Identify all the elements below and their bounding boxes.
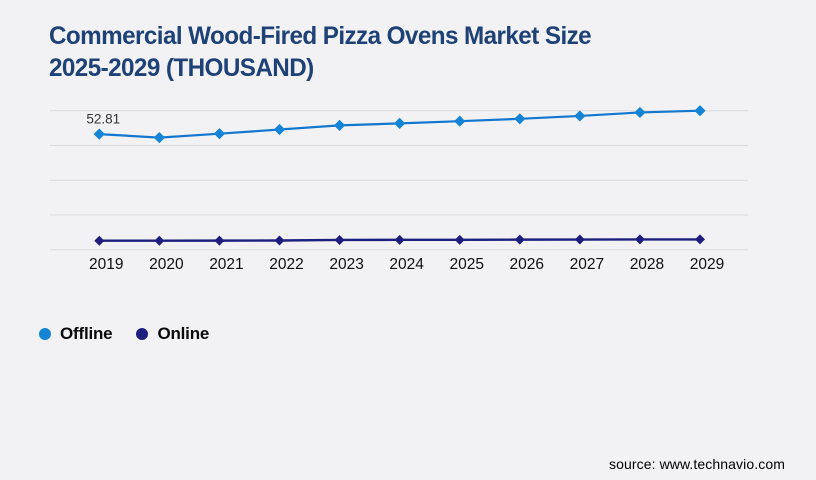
legend-label-offline: Offline [60, 324, 113, 343]
data-point-online[interactable] [574, 234, 585, 245]
data-point-online[interactable] [214, 235, 225, 246]
legend-item-offline[interactable]: Offline [39, 324, 113, 344]
x-axis-label: 2024 [389, 256, 424, 273]
chart-title-line2: 2025-2029 (THOUSAND) [49, 54, 314, 82]
online-series-dot-icon [136, 328, 149, 340]
data-point-offline[interactable] [273, 123, 286, 136]
x-axis-label: 2027 [570, 256, 604, 273]
data-point-offline[interactable] [514, 113, 526, 125]
data-point-offline[interactable] [333, 119, 346, 131]
data-point-offline[interactable] [394, 117, 406, 129]
data-point-offline[interactable] [574, 110, 586, 122]
data-point-online[interactable] [154, 235, 165, 246]
data-point-online[interactable] [94, 235, 105, 246]
legend-label-online: Online [157, 324, 210, 343]
data-point-online[interactable] [454, 234, 465, 245]
chart-title-line1: Commercial Wood-Fired Pizza Ovens Market… [49, 22, 592, 50]
offline-series-dot-icon [39, 328, 51, 340]
x-axis-label: 2019 [89, 256, 123, 273]
x-axis-label: 2025 [449, 256, 483, 273]
data-point-offline[interactable] [634, 106, 646, 119]
legend-item-online[interactable]: Online [136, 324, 209, 344]
data-point-online[interactable] [514, 234, 525, 245]
data-point-offline[interactable] [694, 105, 706, 117]
data-point-offline[interactable] [454, 115, 466, 127]
point-value-label: 52.81 [86, 112, 120, 127]
x-axis-label: 2022 [269, 256, 303, 273]
data-point-online[interactable] [274, 235, 285, 246]
chart-legend: Offline Online [39, 324, 209, 344]
x-axis-label: 2029 [690, 256, 724, 273]
x-axis-label: 2021 [209, 256, 243, 273]
x-axis-label: 2026 [510, 256, 544, 273]
x-axis-label: 2023 [329, 256, 363, 273]
x-axis-label: 2020 [149, 256, 184, 273]
chart-title: Commercial Wood-Fired Pizza Ovens Market… [49, 20, 689, 84]
data-point-online[interactable] [394, 234, 405, 245]
data-point-online[interactable] [634, 234, 645, 245]
data-point-offline[interactable] [213, 128, 226, 140]
x-axis-label: 2028 [630, 256, 664, 273]
data-point-offline[interactable] [153, 132, 165, 144]
data-point-online[interactable] [695, 234, 705, 245]
data-point-offline[interactable] [93, 128, 105, 140]
data-point-online[interactable] [334, 234, 345, 245]
source-attribution: source: www.technavio.com [608, 456, 785, 472]
